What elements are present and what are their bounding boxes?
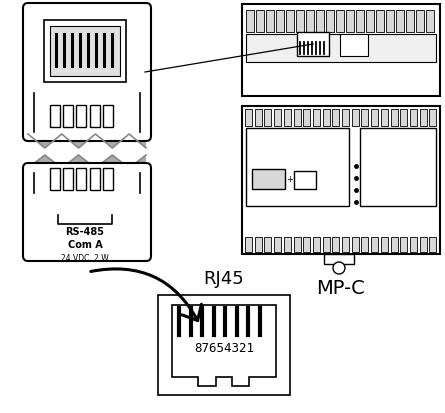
- Bar: [342, 109, 349, 126]
- Bar: [284, 237, 291, 252]
- Bar: [50, 168, 60, 190]
- Bar: [294, 109, 300, 126]
- Bar: [346, 10, 354, 32]
- Bar: [264, 109, 271, 126]
- Bar: [336, 10, 344, 32]
- Bar: [429, 109, 436, 126]
- Bar: [276, 10, 284, 32]
- Bar: [410, 237, 417, 252]
- Bar: [386, 10, 394, 32]
- Bar: [429, 237, 436, 252]
- Bar: [274, 237, 281, 252]
- Bar: [246, 34, 436, 62]
- Bar: [313, 109, 320, 126]
- Bar: [266, 10, 274, 32]
- Bar: [246, 10, 254, 32]
- Bar: [356, 10, 364, 32]
- Bar: [303, 109, 310, 126]
- Bar: [296, 10, 304, 32]
- Bar: [103, 168, 113, 190]
- Bar: [323, 109, 330, 126]
- Bar: [371, 109, 378, 126]
- Text: Com A: Com A: [68, 240, 102, 250]
- Bar: [242, 4, 440, 96]
- Bar: [294, 171, 316, 189]
- Bar: [352, 109, 359, 126]
- Bar: [294, 237, 300, 252]
- FancyBboxPatch shape: [23, 163, 151, 261]
- Bar: [286, 10, 294, 32]
- Bar: [158, 295, 290, 395]
- Bar: [426, 10, 434, 32]
- Bar: [297, 32, 329, 56]
- Bar: [400, 109, 407, 126]
- Bar: [324, 254, 354, 264]
- Bar: [420, 237, 427, 252]
- Bar: [246, 128, 349, 206]
- Bar: [50, 26, 120, 76]
- Bar: [381, 109, 388, 126]
- FancyBboxPatch shape: [23, 3, 151, 141]
- Bar: [306, 10, 314, 32]
- Bar: [252, 169, 285, 189]
- Bar: [371, 237, 378, 252]
- Text: +: +: [287, 176, 293, 185]
- Bar: [274, 109, 281, 126]
- Bar: [76, 168, 86, 190]
- Bar: [406, 10, 414, 32]
- Text: RS-485: RS-485: [65, 227, 105, 237]
- Bar: [63, 168, 73, 190]
- Circle shape: [333, 262, 345, 274]
- Text: RJ45: RJ45: [204, 270, 244, 288]
- Bar: [50, 105, 60, 127]
- Bar: [245, 109, 252, 126]
- Bar: [90, 105, 100, 127]
- Bar: [332, 237, 339, 252]
- Bar: [242, 106, 440, 254]
- Bar: [63, 105, 73, 127]
- Bar: [303, 237, 310, 252]
- Polygon shape: [28, 134, 146, 148]
- Bar: [361, 237, 368, 252]
- Bar: [284, 109, 291, 126]
- Bar: [316, 10, 324, 32]
- Bar: [366, 10, 374, 32]
- Bar: [342, 237, 349, 252]
- Bar: [396, 10, 404, 32]
- Polygon shape: [28, 155, 146, 168]
- Polygon shape: [172, 305, 276, 386]
- Bar: [376, 10, 384, 32]
- Bar: [391, 109, 397, 126]
- FancyArrowPatch shape: [91, 269, 202, 320]
- Bar: [420, 109, 427, 126]
- Bar: [381, 237, 388, 252]
- Bar: [340, 34, 368, 56]
- Bar: [245, 237, 252, 252]
- Bar: [103, 105, 113, 127]
- Text: MP-C: MP-C: [317, 278, 365, 297]
- Text: 87654321: 87654321: [194, 342, 254, 356]
- Text: 24 VDC, 2 W: 24 VDC, 2 W: [61, 254, 109, 263]
- Bar: [255, 237, 262, 252]
- Bar: [44, 20, 126, 82]
- Bar: [326, 10, 334, 32]
- Bar: [352, 237, 359, 252]
- Bar: [400, 237, 407, 252]
- Bar: [264, 237, 271, 252]
- Bar: [361, 109, 368, 126]
- Bar: [255, 109, 262, 126]
- Bar: [360, 128, 436, 206]
- Bar: [416, 10, 424, 32]
- Bar: [313, 237, 320, 252]
- Bar: [332, 109, 339, 126]
- Bar: [391, 237, 397, 252]
- Bar: [76, 105, 86, 127]
- Bar: [410, 109, 417, 126]
- Bar: [90, 168, 100, 190]
- Bar: [323, 237, 330, 252]
- Bar: [256, 10, 264, 32]
